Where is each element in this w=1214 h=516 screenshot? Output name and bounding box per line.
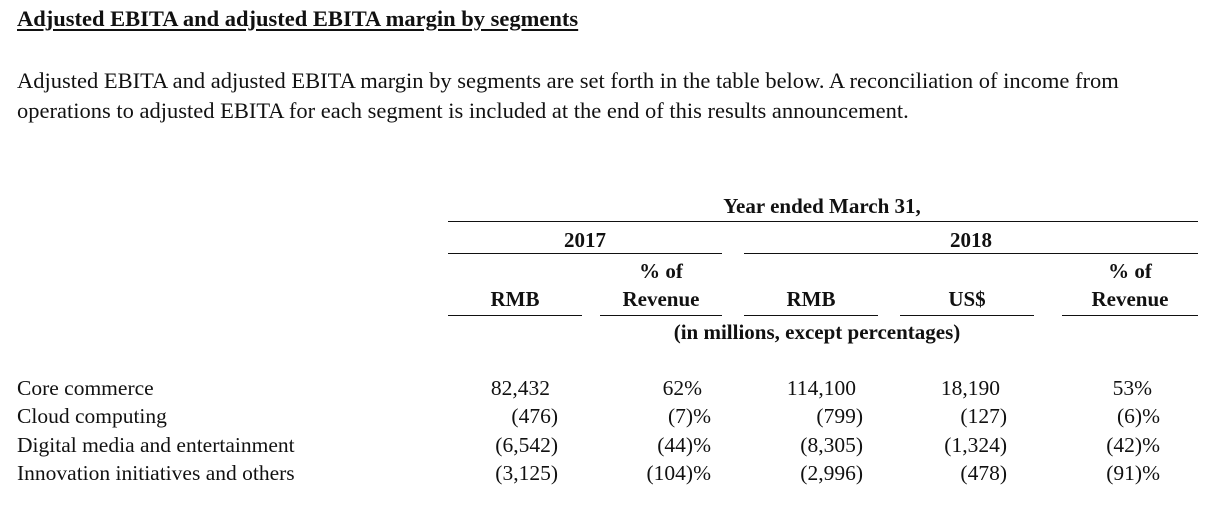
cell-pct-2018: (6)% [1117,404,1160,428]
cell-rmb-2017: (3,125) [495,461,558,485]
cell-pct-2017: (7)% [668,404,711,428]
cell-usd-2018: (478) [960,461,1007,485]
year-2018-header: 2018 [950,228,992,252]
col-pct-2018-line1: % of [1108,259,1152,283]
col-pct-2018-line2: Revenue [1091,287,1169,311]
cell-rmb-2018: (8,305) [800,433,863,457]
row-label: Cloud computing [17,404,167,428]
col-usd-2018: US$ [948,287,986,311]
cell-rmb-2018: (2,996) [800,461,863,485]
col-usd-2018-rule [900,315,1034,316]
cell-rmb-2017: 82,432 [490,376,550,400]
year-2017-header: 2017 [564,228,606,252]
cell-pct-2018: (91)% [1106,461,1160,485]
cell-usd-2018: 18,190 [940,376,1000,400]
col-pct-2018-rule [1062,315,1198,316]
cell-usd-2018: (127) [960,404,1007,428]
cell-rmb-2018: (799) [816,404,863,428]
section-title: Adjusted EBITA and adjusted EBITA margin… [17,6,579,31]
row-label: Core commerce [17,376,154,400]
col-pct-2017-line2: Revenue [622,287,700,311]
cell-rmb-2018: 114,100 [786,376,856,400]
cell-pct-2018: (42)% [1106,433,1160,457]
cell-pct-2017: (104)% [646,461,711,485]
col-rmb-2017: RMB [490,287,540,311]
intro-paragraph: Adjusted EBITA and adjusted EBITA margin… [17,68,1119,123]
col-pct-2017-line1: % of [639,259,683,283]
row-label: Digital media and entertainment [17,433,295,457]
year-2017-rule [448,253,722,254]
period-header-rule [448,221,1198,222]
row-label: Innovation initiatives and others [17,461,295,485]
cell-usd-2018: (1,324) [944,433,1007,457]
col-pct-2017-rule [600,315,722,316]
period-header: Year ended March 31, [723,194,921,218]
cell-rmb-2017: (6,542) [495,433,558,457]
col-rmb-2018: RMB [786,287,836,311]
unit-note: (in millions, except percentages) [673,320,961,344]
year-2018-rule [744,253,1198,254]
cell-pct-2017: (44)% [657,433,711,457]
cell-pct-2017: 62% [662,376,702,400]
col-rmb-2017-rule [448,315,582,316]
cell-pct-2018: 53% [1112,376,1152,400]
col-rmb-2018-rule [744,315,878,316]
cell-rmb-2017: (476) [511,404,558,428]
